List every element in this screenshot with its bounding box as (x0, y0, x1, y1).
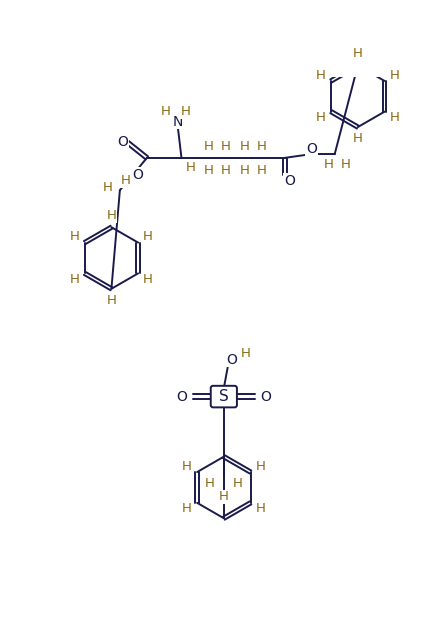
Text: H: H (256, 164, 266, 177)
Text: H: H (352, 132, 362, 145)
Text: H: H (352, 48, 362, 60)
Text: O: O (176, 390, 187, 404)
Text: O: O (305, 142, 316, 155)
Text: N: N (172, 115, 182, 128)
Text: H: H (315, 69, 325, 82)
Text: O: O (132, 168, 143, 182)
Text: H: H (143, 230, 153, 243)
Text: H: H (102, 182, 112, 195)
Text: H: H (70, 230, 79, 243)
Text: H: H (182, 460, 192, 473)
Text: H: H (143, 273, 153, 286)
Text: H: H (205, 477, 215, 490)
Text: H: H (185, 161, 195, 175)
Text: H: H (239, 140, 249, 153)
Text: H: H (255, 502, 265, 515)
Text: S: S (219, 389, 228, 404)
Text: H: H (203, 164, 213, 177)
Text: O: O (283, 174, 294, 188)
Text: H: H (220, 164, 230, 177)
Text: H: H (160, 105, 170, 118)
Text: H: H (389, 111, 399, 124)
Text: H: H (180, 105, 190, 118)
FancyBboxPatch shape (210, 386, 237, 408)
Text: H: H (219, 490, 228, 503)
Text: O: O (226, 352, 237, 367)
Text: H: H (203, 140, 213, 153)
Text: H: H (106, 294, 116, 307)
Text: H: H (256, 140, 266, 153)
Text: H: H (255, 460, 265, 473)
Text: H: H (106, 209, 116, 222)
Text: H: H (240, 347, 250, 360)
Text: H: H (232, 477, 242, 490)
Text: H: H (239, 164, 249, 177)
Text: H: H (220, 140, 230, 153)
Text: H: H (121, 175, 131, 187)
Text: H: H (315, 111, 325, 124)
Text: H: H (340, 157, 350, 171)
Text: O: O (117, 135, 128, 150)
Text: H: H (323, 157, 333, 171)
Text: H: H (389, 69, 399, 82)
Text: H: H (182, 502, 192, 515)
Text: H: H (70, 273, 79, 286)
Text: O: O (260, 390, 271, 404)
